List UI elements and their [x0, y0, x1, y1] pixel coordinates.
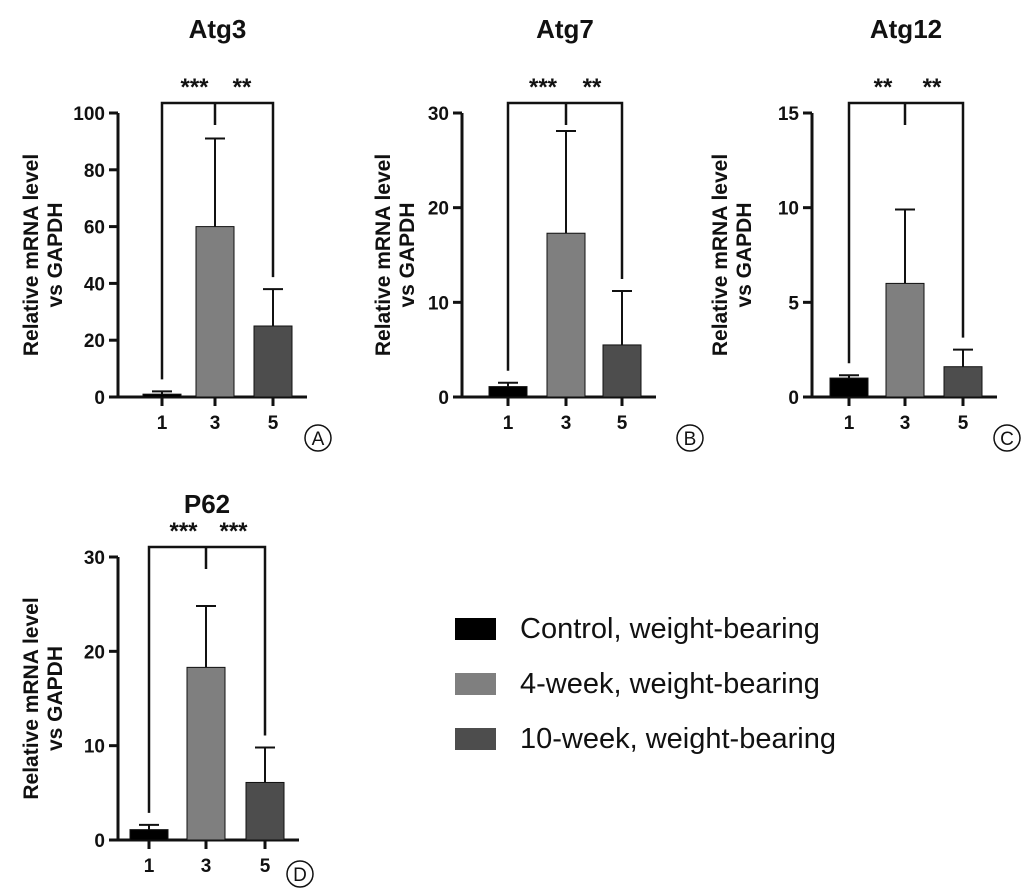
y-tick-label: 0: [438, 388, 449, 409]
y-axis-label: Relative mRNA level: [20, 597, 43, 799]
x-tick-label: 1: [844, 413, 855, 434]
panel-letter: A: [312, 429, 325, 450]
x-tick-label: 5: [958, 413, 969, 434]
panel-letter-circle: [676, 424, 704, 452]
bar-5: [602, 344, 642, 398]
bar-5: [943, 366, 983, 398]
x-tick-label: 5: [260, 856, 271, 877]
significance-label: **: [874, 74, 893, 101]
x-tick-label: 1: [157, 413, 168, 434]
legend-swatch-4-week: [455, 673, 496, 695]
y-axis-label: vs GAPDH: [44, 646, 67, 751]
y-tick-label: 0: [94, 388, 105, 409]
panel-letter-circle: [993, 424, 1021, 452]
x-tick-label: 3: [210, 413, 221, 434]
significance-label: **: [233, 74, 252, 101]
significance-label: **: [583, 74, 602, 101]
bar-3: [186, 666, 226, 841]
bar-1: [488, 386, 528, 398]
x-tick-label: 3: [201, 856, 212, 877]
x-tick-label: 1: [503, 413, 514, 434]
x-tick-label: 1: [144, 856, 155, 877]
bar-3: [546, 232, 586, 398]
y-axis-label: vs GAPDH: [396, 202, 419, 307]
significance-label: ***: [219, 518, 248, 545]
bar-1: [829, 377, 869, 398]
legend: Control, weight-bearing 4-week, weight-b…: [455, 612, 836, 777]
legend-item-4-week: 4-week, weight-bearing: [455, 667, 836, 701]
panel-D: P62 Relative mRNA level vs GAPDH 0 10 20 30 1 3 5…: [20, 489, 314, 888]
legend-label-10-week: 10-week, weight-bearing: [520, 722, 836, 755]
significance-label: ***: [180, 74, 209, 101]
panel-letter: D: [293, 865, 307, 886]
y-tick-label: 10: [428, 293, 449, 314]
x-tick-label: 3: [561, 413, 572, 434]
legend-item-control: Control, weight-bearing: [455, 612, 836, 646]
panel-title: P62: [184, 489, 230, 519]
panel-letter-circle: [304, 424, 332, 452]
legend-swatch-control: [455, 618, 496, 640]
bar-1: [129, 829, 169, 841]
panel-letter: C: [1000, 429, 1014, 450]
panel-B: Atg7 Relative mRNA level vs GAPDH 0 10 20 30 1 3…: [372, 14, 704, 452]
significance-bracket: [160, 101, 275, 380]
y-tick-label: 20: [84, 642, 105, 663]
bar-5: [245, 781, 285, 841]
y-axis-label: vs GAPDH: [44, 202, 67, 307]
panel-title: Atg7: [536, 14, 594, 44]
y-axis-label: vs GAPDH: [733, 202, 756, 307]
significance-label: ***: [169, 518, 198, 545]
y-tick-label: 10: [778, 199, 799, 220]
y-tick-label: 30: [428, 104, 449, 125]
y-tick-label: 10: [84, 737, 105, 758]
significance-label: **: [923, 74, 942, 101]
y-tick-label: 60: [84, 218, 105, 239]
y-tick-label: 30: [84, 548, 105, 569]
y-axis-label: Relative mRNA level: [20, 154, 43, 356]
bar-1: [142, 393, 182, 398]
y-tick-label: 5: [788, 293, 799, 314]
legend-item-10-week: 10-week, weight-bearing: [455, 722, 836, 756]
x-tick-label: 5: [268, 413, 279, 434]
x-tick-label: 5: [617, 413, 628, 434]
y-tick-label: 20: [428, 199, 449, 220]
panel-C: Atg12 Relative mRNA level vs GAPDH 0 5 10 15 1 3…: [709, 14, 1021, 452]
panel-title: Atg3: [189, 14, 247, 44]
panel-letter: B: [684, 429, 697, 450]
bar-5: [253, 325, 293, 398]
legend-label-control: Control, weight-bearing: [520, 612, 820, 645]
x-tick-label: 3: [900, 413, 911, 434]
bar-3: [885, 282, 925, 398]
panel-letter-circle: [286, 860, 314, 888]
legend-swatch-10-week: [455, 728, 496, 750]
legend-label-4-week: 4-week, weight-bearing: [520, 667, 820, 700]
panel-title: Atg12: [870, 14, 942, 44]
y-tick-label: 15: [778, 104, 800, 125]
bar-3: [195, 226, 235, 398]
y-tick-label: 0: [788, 388, 799, 409]
significance-label: ***: [529, 74, 558, 101]
y-tick-label: 40: [84, 274, 105, 295]
y-axis-label: Relative mRNA level: [372, 154, 395, 356]
y-tick-label: 0: [94, 831, 105, 852]
y-tick-label: 20: [84, 331, 105, 352]
y-tick-label: 80: [84, 161, 105, 182]
y-tick-label: 100: [73, 104, 105, 125]
panel-A: Atg3 Relative mRNA level vs GAPDH 0 20 40 60 80…: [20, 14, 332, 452]
y-axis-label: Relative mRNA level: [709, 154, 732, 356]
